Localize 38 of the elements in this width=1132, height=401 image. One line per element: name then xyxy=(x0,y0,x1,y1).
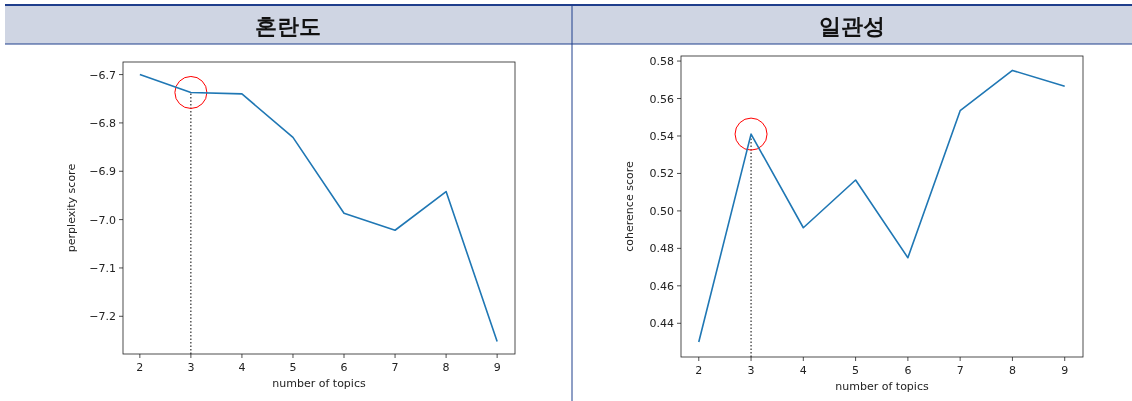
y-axis-title: perplexity score xyxy=(65,163,78,253)
x-tick-label: 5 xyxy=(852,364,860,377)
y-tick-label: −7.2 xyxy=(89,310,116,324)
y-tick-label: 0.56 xyxy=(649,92,674,106)
y-tick-label: 0.52 xyxy=(649,167,674,181)
y-tick-label: 0.58 xyxy=(649,55,674,69)
x-axis-title: number of topics xyxy=(835,380,929,393)
x-tick-label: 3 xyxy=(747,364,755,377)
y-tick-label: 0.54 xyxy=(649,129,674,143)
x-tick-label: 6 xyxy=(904,364,912,377)
x-tick-label: 4 xyxy=(799,364,807,377)
x-tick-label: 2 xyxy=(695,364,703,377)
x-tick-label: 2 xyxy=(136,361,144,374)
x-axis-title: number of topics xyxy=(272,377,366,390)
chart-title: 일관성 xyxy=(819,14,885,39)
x-tick-label: 4 xyxy=(238,361,246,374)
y-tick-label: 0.48 xyxy=(649,242,674,256)
x-tick-label: 7 xyxy=(391,361,399,374)
x-tick-label: 8 xyxy=(1008,364,1016,377)
line-series xyxy=(139,73,498,343)
x-tick-label: 7 xyxy=(956,364,964,377)
x-tick-label: 9 xyxy=(1061,364,1069,377)
x-tick-label: 3 xyxy=(187,361,195,374)
y-tick-label: 0.50 xyxy=(649,204,674,218)
y-axis-title: coherence score xyxy=(623,161,636,252)
x-tick-label: 9 xyxy=(493,361,501,374)
y-tick-label: 0.46 xyxy=(649,279,674,293)
y-tick-label: −6.7 xyxy=(89,68,116,82)
x-tick-label: 5 xyxy=(289,361,297,374)
y-tick-label: −7.0 xyxy=(89,213,116,227)
chart-title: 혼란도 xyxy=(255,14,321,39)
x-tick-label: 8 xyxy=(442,361,450,374)
y-tick-label: −7.1 xyxy=(89,261,116,275)
x-tick-label: 6 xyxy=(340,361,348,374)
line-series xyxy=(697,69,1066,343)
y-tick-label: −6.8 xyxy=(89,116,116,130)
y-tick-label: −6.9 xyxy=(89,165,116,179)
y-tick-label: 0.44 xyxy=(649,317,674,331)
